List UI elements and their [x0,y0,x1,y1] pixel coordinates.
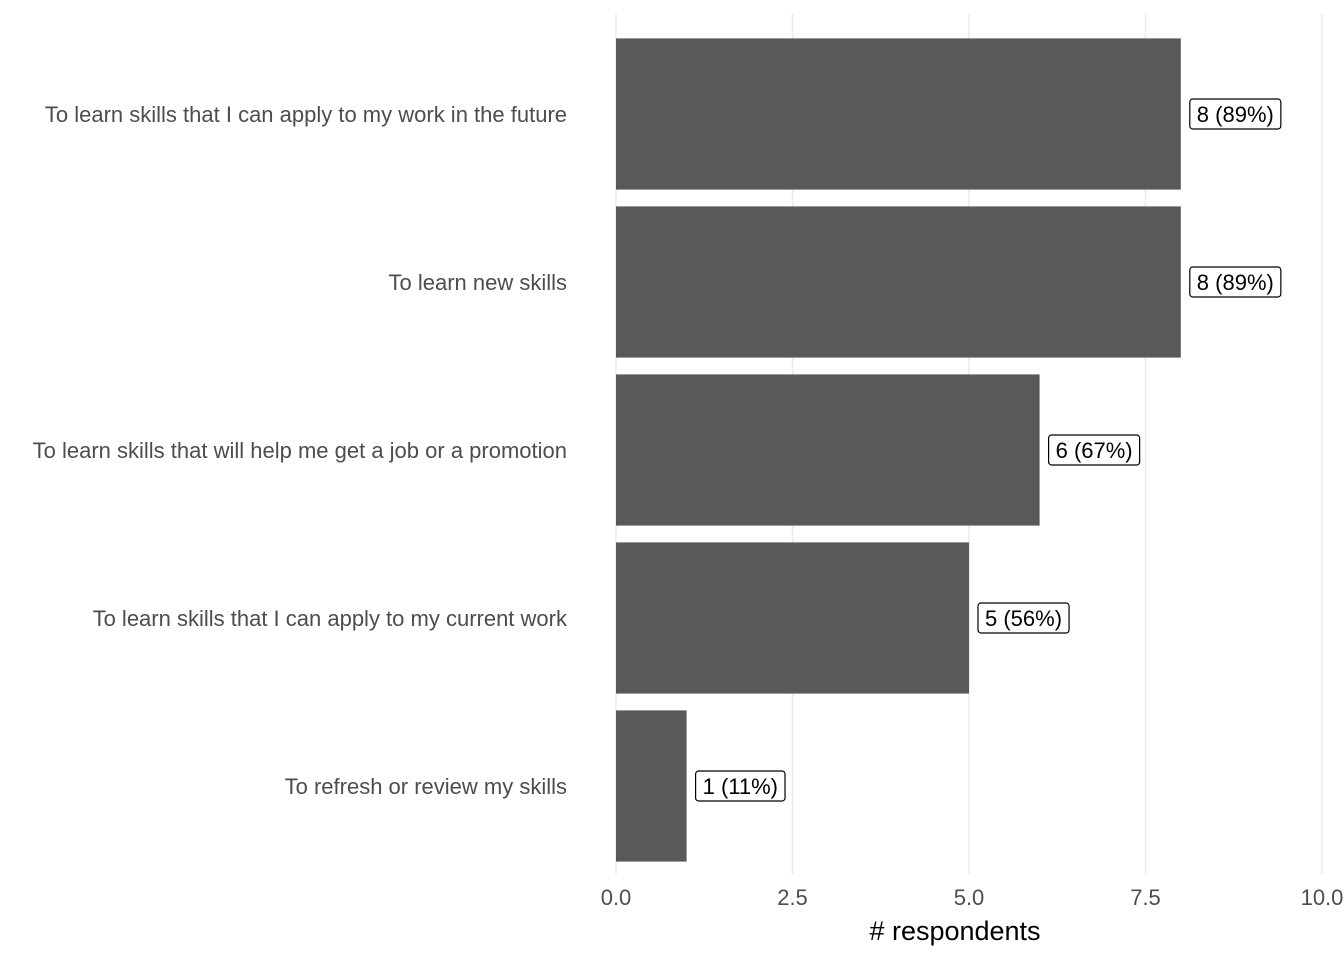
category-labels: To learn skills that I can apply to my w… [33,102,568,799]
category-label: To learn skills that I can apply to my w… [45,102,567,127]
data-label-text: 6 (67%) [1056,438,1133,463]
data-label-box [977,602,1070,634]
data-label-text: 5 (56%) [985,606,1062,631]
bar [616,710,687,862]
data-label-text: 1 (11%) [703,774,778,799]
data-label-box [694,770,786,802]
data-label-box [1189,266,1282,298]
x-tick-label: 0.0 [601,885,632,910]
data-label: 1 (11%) [694,770,786,802]
data-label: 5 (56%) [977,602,1070,634]
x-axis-title: # respondents [869,916,1040,946]
x-tick-label: 2.5 [777,885,808,910]
bar [616,38,1181,190]
x-tick-label: 7.5 [1130,885,1161,910]
data-label: 6 (67%) [1047,434,1141,466]
bar [616,374,1040,526]
data-label-text: 8 (89%) [1197,102,1274,127]
data-label-text: 8 (89%) [1197,270,1274,295]
category-label: To refresh or review my skills [285,774,567,799]
data-labels: 8 (89%) 8 (89%) 6 (67%) 5 (56%) 1 (11%) [694,98,1282,802]
data-label: 8 (89%) [1189,98,1282,130]
data-label: 8 (89%) [1189,266,1282,298]
data-label-box [1189,98,1282,130]
bars [616,38,1181,862]
data-label-box [1047,434,1141,466]
category-label: To learn new skills [388,270,567,295]
x-tick-labels: 0.0 2.5 5.0 7.5 10.0 [601,885,1344,910]
x-tick-label: 5.0 [954,885,985,910]
bar [616,542,969,694]
category-label: To learn skills that I can apply to my c… [93,606,568,631]
x-tick-label: 10.0 [1301,885,1344,910]
category-label: To learn skills that will help me get a … [33,438,567,463]
bar [616,206,1181,358]
